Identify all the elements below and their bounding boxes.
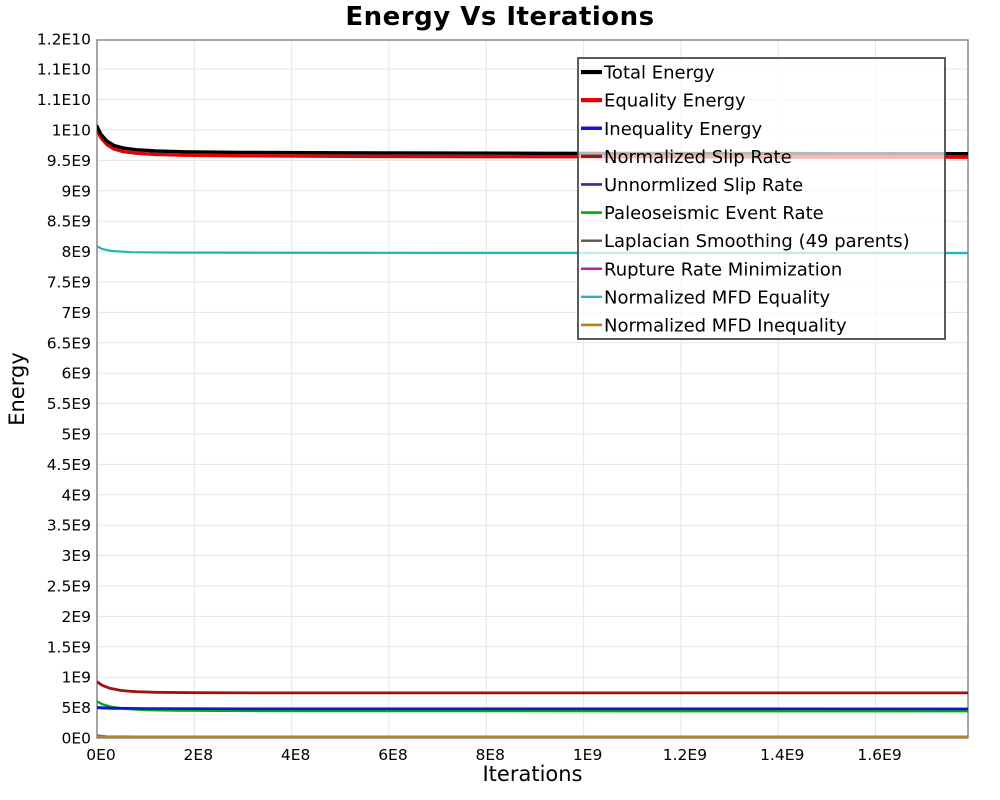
y-tick-label: 4E9 (61, 486, 91, 504)
series-line-normalized-slip-rate (97, 680, 968, 695)
x-axis-title: Iterations (482, 762, 583, 786)
legend-label: Normalized MFD Equality (604, 287, 831, 308)
y-axis-title: Energy (5, 352, 29, 426)
x-tick-label: 2E8 (184, 746, 214, 764)
y-tick-label: 5E9 (61, 425, 91, 443)
legend-label: Inequality Energy (604, 119, 762, 140)
legend-label: Laplacian Smoothing (49 parents) (604, 231, 910, 252)
y-tick-label: 1E9 (61, 669, 91, 687)
x-tick-label: 6E8 (378, 746, 408, 764)
y-tick-label: 3E9 (61, 547, 91, 565)
y-tick-label: 8.5E9 (47, 213, 91, 231)
y-tick-label: 5.5E9 (47, 395, 91, 413)
x-tick-label: 0E0 (86, 746, 116, 764)
x-tick-label: 8E8 (476, 746, 506, 764)
y-tick-label: 1.1E10 (37, 91, 91, 109)
x-tick-label: 1.6E9 (857, 746, 901, 764)
series-line-normalized-mfd-equality (97, 245, 968, 255)
legend-label: Normalized MFD Inequality (604, 315, 847, 336)
y-tick-label: 6.5E9 (47, 334, 91, 352)
series-line-paleoseismic-event-rate (97, 700, 968, 713)
y-tick-label: 8E9 (61, 243, 91, 261)
legend-label: Paleoseismic Event Rate (604, 203, 824, 224)
y-tick-label: 7.5E9 (47, 273, 91, 291)
x-tick-label: 1E9 (573, 746, 603, 764)
x-tick-label: 1.2E9 (663, 746, 707, 764)
series-line-inequality-energy (97, 706, 968, 711)
y-tick-label: 1.1E10 (37, 61, 91, 79)
series-line-normalized-mfd-inequality (97, 735, 968, 738)
x-tick-label: 4E8 (281, 746, 311, 764)
legend-label: Rupture Rate Minimization (604, 259, 842, 280)
y-tick-label: 1.5E9 (47, 638, 91, 656)
legend-label: Total Energy (603, 63, 715, 84)
y-tick-label: 7E9 (61, 304, 91, 322)
y-tick-label: 2.5E9 (47, 577, 91, 595)
y-tick-label: 6E9 (61, 365, 91, 383)
y-tick-label: 0E0 (61, 730, 91, 748)
legend-label: Equality Energy (604, 91, 746, 112)
legend-label: Unnormlized Slip Rate (604, 175, 803, 196)
y-tick-label: 5E8 (61, 699, 91, 717)
y-tick-label: 9E9 (61, 182, 91, 200)
series-line-equality-energy (97, 128, 968, 159)
chart-title: Energy Vs Iterations (345, 2, 655, 32)
y-tick-label: 2E9 (61, 608, 91, 626)
x-tick-label: 1.4E9 (760, 746, 804, 764)
y-tick-label: 3.5E9 (47, 517, 91, 535)
y-tick-label: 9.5E9 (47, 152, 91, 170)
legend-label: Normalized Slip Rate (604, 147, 792, 168)
series-line-total-energy (97, 124, 968, 156)
legend-box (577, 57, 946, 340)
y-tick-label: 4.5E9 (47, 456, 91, 474)
y-tick-label: 1E10 (52, 121, 91, 139)
y-tick-label: 1.2E10 (37, 30, 91, 48)
